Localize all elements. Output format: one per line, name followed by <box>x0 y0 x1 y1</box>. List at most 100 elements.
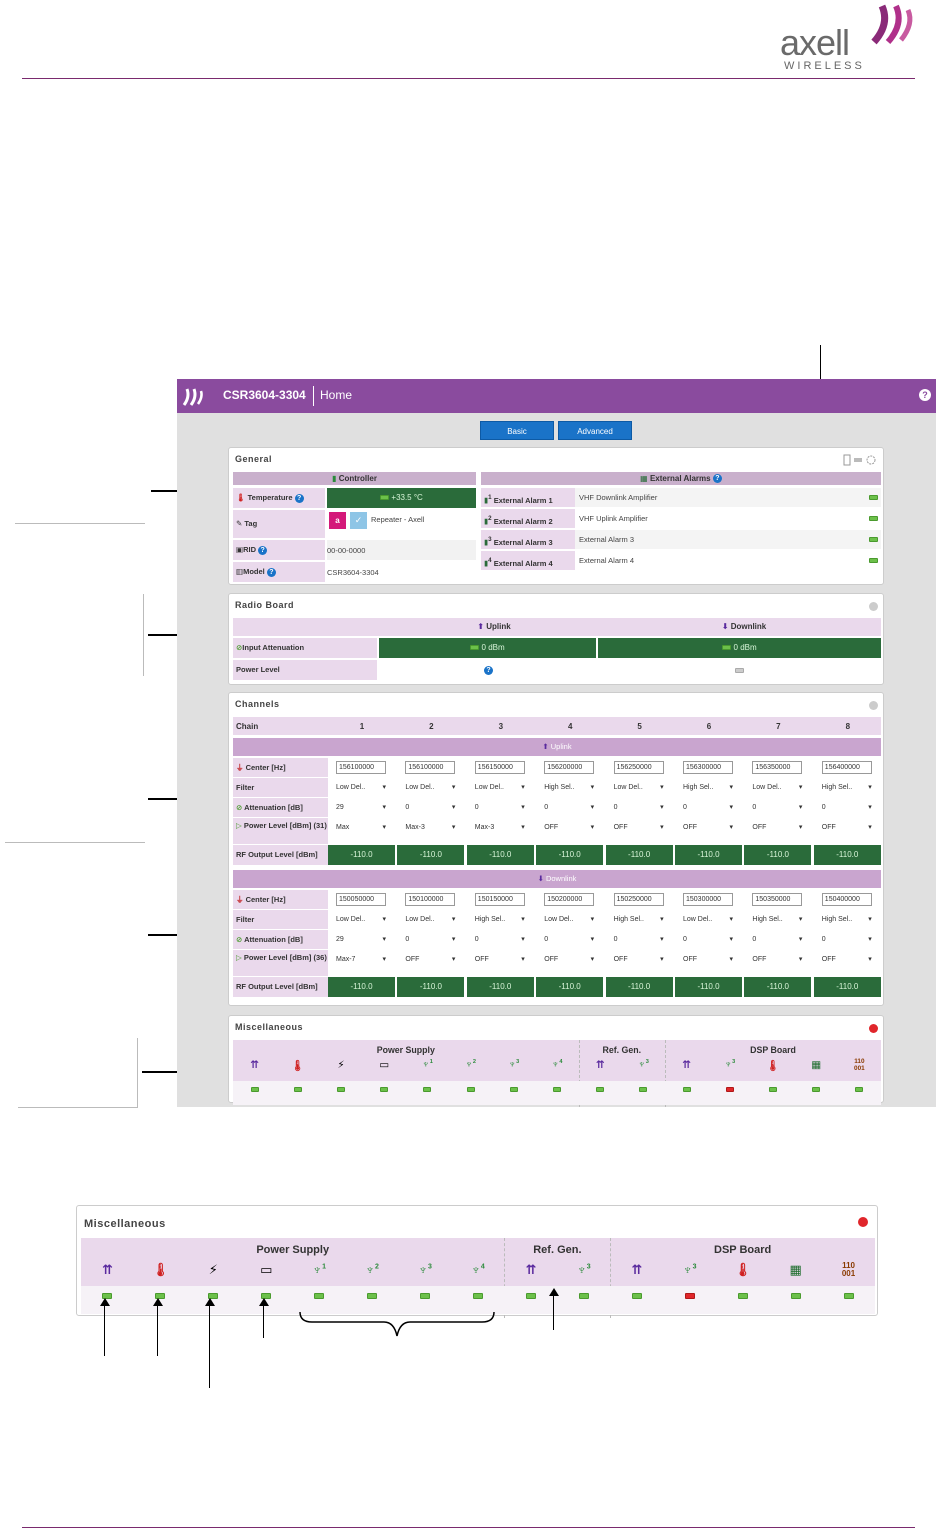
battery-icon[interactable]: ▭ <box>260 1262 273 1277</box>
power-select[interactable]: OFF <box>474 953 527 966</box>
binary-icon[interactable]: 110 001 <box>841 1261 856 1278</box>
help-icon[interactable]: ? <box>294 493 304 503</box>
help-icon[interactable]: ? <box>919 389 931 401</box>
thermometer-icon[interactable]: 🌡 <box>734 1262 751 1277</box>
breadcrumb-home[interactable]: Home <box>320 388 353 402</box>
antenna-icon[interactable]: ⇈ <box>595 1060 605 1072</box>
basic-tab-button[interactable]: Basic <box>480 421 554 440</box>
center-frequency-input[interactable]: 150100000 <box>405 893 456 906</box>
antenna-icon[interactable]: ⇈ <box>631 1262 643 1277</box>
binary-icon[interactable]: 110 001 <box>854 1058 865 1072</box>
thermometer-icon[interactable]: 🌡 <box>766 1061 780 1073</box>
att-select[interactable]: 0 <box>683 801 735 814</box>
power-supply-icon[interactable]: ♆3 <box>418 1262 432 1277</box>
att-select[interactable]: 0 <box>752 801 805 814</box>
filter-select[interactable]: Low Del.. <box>405 913 458 926</box>
power-supply-icon[interactable]: ♆4 <box>471 1262 485 1277</box>
center-frequency-input[interactable]: 156100000 <box>336 761 386 774</box>
center-frequency-input[interactable]: 156100000 <box>405 761 456 774</box>
att-select[interactable]: 29 <box>336 801 388 814</box>
filter-select[interactable]: Low Del.. <box>683 913 735 926</box>
help-icon[interactable]: ? <box>484 666 493 675</box>
center-frequency-input[interactable]: 150400000 <box>821 893 872 906</box>
panel-toolbar-icon[interactable] <box>843 454 879 466</box>
power-select[interactable]: OFF <box>544 821 597 834</box>
filter-select[interactable]: High Sel.. <box>752 913 805 926</box>
center-frequency-input[interactable]: 150200000 <box>544 893 595 906</box>
power-select[interactable]: Max-3 <box>405 821 458 834</box>
center-frequency-input[interactable]: 156150000 <box>474 761 525 774</box>
filter-select[interactable]: High Sel.. <box>474 913 527 926</box>
center-frequency-input[interactable]: 150350000 <box>752 893 803 906</box>
att-select[interactable]: 0 <box>821 801 874 814</box>
center-frequency-input[interactable]: 156350000 <box>752 761 803 774</box>
filter-select[interactable]: Low Del.. <box>336 781 388 794</box>
filter-select[interactable]: Low Del.. <box>474 781 527 794</box>
power-select[interactable]: OFF <box>405 953 458 966</box>
chip-icon[interactable]: ▦ <box>811 1060 822 1072</box>
center-frequency-input[interactable]: 150150000 <box>474 893 525 906</box>
filter-select[interactable]: High Sel.. <box>544 781 597 794</box>
thermometer-icon[interactable]: 🌡 <box>291 1061 305 1073</box>
att-select[interactable]: 29 <box>336 933 388 946</box>
power-supply-icon[interactable]: ♆2 <box>365 1262 379 1277</box>
voltage-icon[interactable]: ♆3 <box>637 1059 649 1071</box>
filter-select[interactable]: High Sel.. <box>683 781 735 794</box>
att-select[interactable]: 0 <box>405 801 458 814</box>
advanced-tab-button[interactable]: Advanced <box>558 421 632 440</box>
center-frequency-input[interactable]: 150300000 <box>683 893 733 906</box>
thermometer-icon[interactable]: 🌡 <box>152 1262 169 1277</box>
power-select[interactable]: OFF <box>752 953 805 966</box>
power-select[interactable]: OFF <box>683 953 735 966</box>
att-select[interactable]: 0 <box>474 933 527 946</box>
power-select[interactable]: OFF <box>752 821 805 834</box>
center-frequency-input[interactable]: 156250000 <box>613 761 664 774</box>
filter-select[interactable]: High Sel.. <box>821 781 874 794</box>
att-select[interactable]: 0 <box>405 933 458 946</box>
power-plug-icon[interactable]: ⚡ <box>208 1262 218 1277</box>
power-select[interactable]: OFF <box>544 953 597 966</box>
power-select[interactable]: OFF <box>613 821 666 834</box>
power-select[interactable]: OFF <box>821 821 874 834</box>
power-select[interactable]: Max-3 <box>474 821 527 834</box>
voltage-icon[interactable]: ♆3 <box>577 1262 591 1277</box>
power-plug-icon[interactable]: ⚡ <box>337 1060 345 1072</box>
att-select[interactable]: 0 <box>752 933 805 946</box>
filter-select[interactable]: High Sel.. <box>821 913 874 926</box>
help-icon[interactable]: ? <box>266 567 276 577</box>
center-frequency-input[interactable]: 150250000 <box>613 893 664 906</box>
att-select[interactable]: 0 <box>613 801 666 814</box>
power-supply-icon[interactable]: ♆1 <box>421 1059 433 1071</box>
battery-icon[interactable]: ▭ <box>379 1060 390 1072</box>
center-frequency-input[interactable]: 156400000 <box>821 761 872 774</box>
att-select[interactable]: 0 <box>683 933 735 946</box>
power-select[interactable]: OFF <box>683 821 735 834</box>
filter-select[interactable]: Low Del.. <box>336 913 388 926</box>
center-frequency-input[interactable]: 156200000 <box>544 761 595 774</box>
filter-select[interactable]: Low Del.. <box>405 781 458 794</box>
tag-edit-icon[interactable]: ✓ <box>350 512 367 529</box>
power-supply-icon[interactable]: ♆3 <box>508 1059 520 1071</box>
chip-icon[interactable]: ▦ <box>789 1262 802 1277</box>
voltage-icon[interactable]: ♆3 <box>724 1059 736 1071</box>
power-supply-icon[interactable]: ♆2 <box>465 1059 477 1071</box>
att-select[interactable]: 0 <box>544 801 597 814</box>
help-icon[interactable]: ? <box>712 474 722 484</box>
att-select[interactable]: 0 <box>613 933 666 946</box>
power-select[interactable]: OFF <box>821 953 874 966</box>
voltage-icon[interactable]: ♆3 <box>682 1262 697 1277</box>
help-icon[interactable]: ? <box>258 545 268 555</box>
filter-select[interactable]: Low Del.. <box>544 913 597 926</box>
antenna-icon[interactable]: ⇈ <box>682 1060 691 1072</box>
att-select[interactable]: 0 <box>821 933 874 946</box>
filter-select[interactable]: Low Del.. <box>752 781 805 794</box>
center-frequency-input[interactable]: 156300000 <box>683 761 733 774</box>
att-select[interactable]: 0 <box>544 933 597 946</box>
filter-select[interactable]: High Sel.. <box>613 913 666 926</box>
att-select[interactable]: 0 <box>474 801 527 814</box>
power-supply-icon[interactable]: ♆4 <box>551 1059 563 1071</box>
power-select[interactable]: Max <box>336 821 388 834</box>
antenna-icon[interactable]: ⇈ <box>250 1060 259 1072</box>
power-select[interactable]: OFF <box>613 953 666 966</box>
center-frequency-input[interactable]: 150050000 <box>336 893 386 906</box>
